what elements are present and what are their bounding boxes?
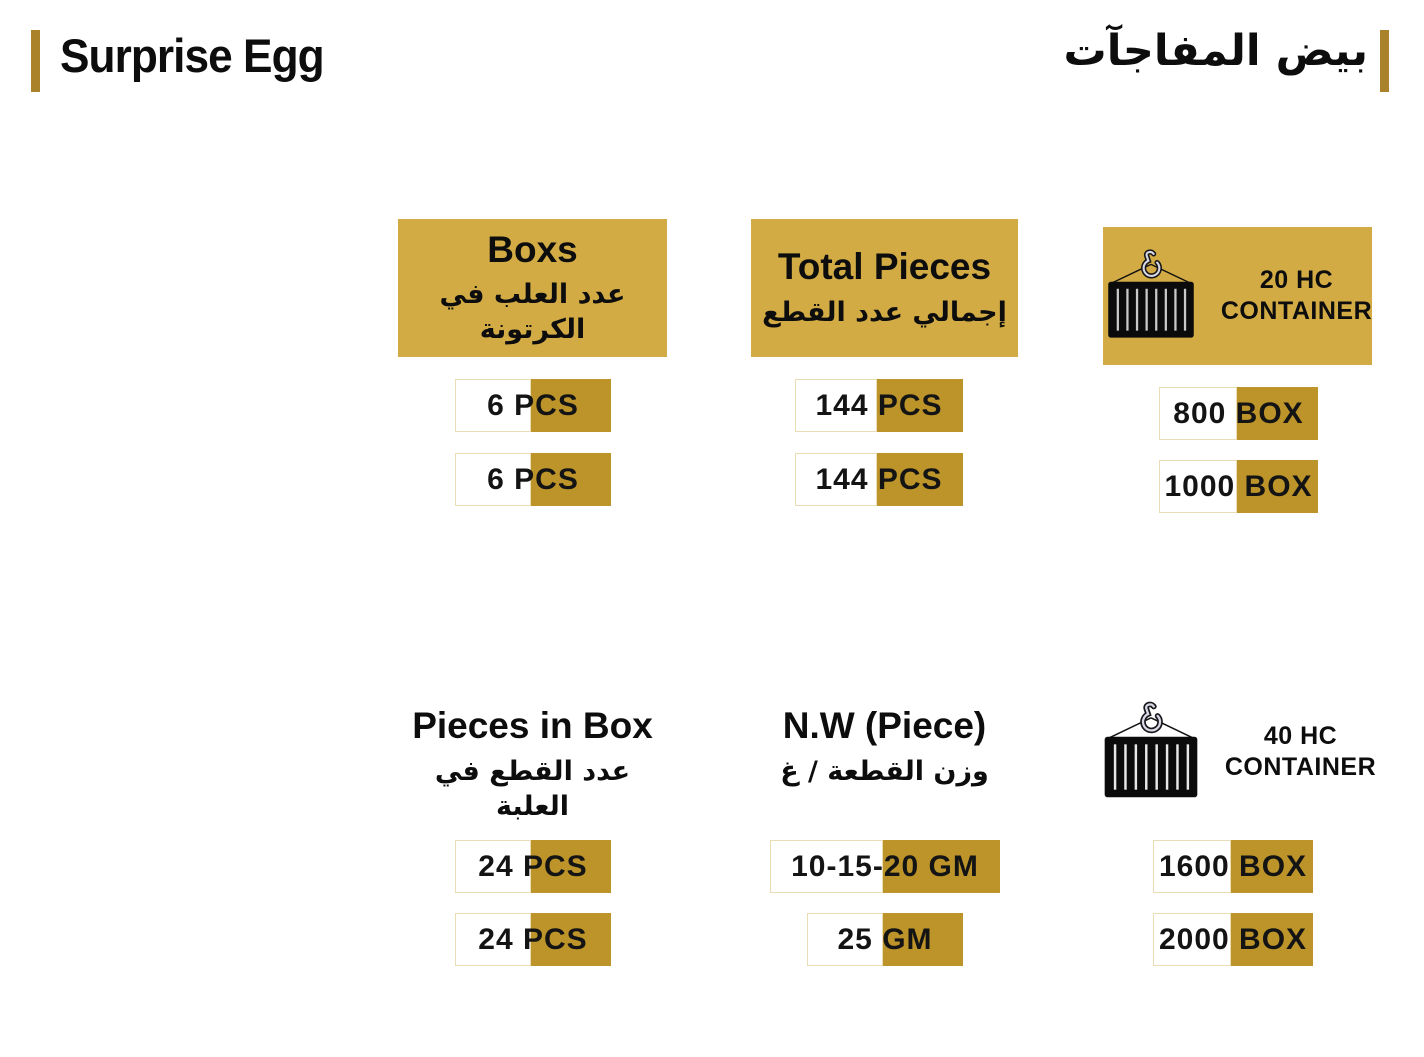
title-accent-bar-left xyxy=(31,30,40,92)
row-gold-half xyxy=(1231,913,1313,966)
pieces-in-box-title-ar: عدد القطع في العلبة xyxy=(434,755,631,822)
row-white-half xyxy=(455,840,532,893)
value-row-40hc-2: 2000 BOX xyxy=(1153,913,1313,966)
value-label: 800 BOX xyxy=(1173,396,1304,430)
row-white-half xyxy=(1153,840,1232,893)
shipping-container-icon xyxy=(1099,698,1203,807)
row-white-half xyxy=(1159,460,1237,513)
row-white-half xyxy=(770,840,883,893)
total-pieces-title-ar: إجمالي عدد القطع xyxy=(762,296,1007,328)
row-gold-half xyxy=(531,913,611,966)
pieces-in-box-title-en: Pieces in Box xyxy=(412,705,653,746)
row-white-half xyxy=(1159,387,1237,440)
value-label: 2000 BOX xyxy=(1158,922,1308,956)
value-label: 24 PCS xyxy=(478,922,588,956)
value-row-nw-1: 10-15-20 GM xyxy=(770,840,1000,893)
row-gold-half xyxy=(877,453,963,506)
value-label: 6 PCS xyxy=(487,388,579,422)
value-label: 144 PCS xyxy=(815,388,943,422)
value-row-boxes-1: 6 PCS xyxy=(455,379,611,432)
row-gold-half xyxy=(1236,460,1318,513)
value-label: 10-15-20 GM xyxy=(791,849,979,883)
value-label: 6 PCS xyxy=(487,462,579,496)
row-white-half xyxy=(807,913,884,966)
container-40hc-line1: 40 HC xyxy=(1263,721,1338,750)
value-row-pieces-in-box-2: 24 PCS xyxy=(455,913,611,966)
row-white-half xyxy=(795,379,878,432)
value-label: 1000 BOX xyxy=(1164,469,1313,503)
nw-piece-title-en: N.W (Piece) xyxy=(782,705,987,746)
row-white-half xyxy=(455,453,532,506)
boxes-title-ar: عدد العلب في الكرتونة xyxy=(439,279,626,346)
total-pieces-title-en: Total Pieces xyxy=(777,246,992,288)
row-gold-half xyxy=(531,453,611,506)
header-card-20hc-container: 20 HC CONTAINER xyxy=(1103,227,1372,365)
value-label: 25 GM xyxy=(837,922,933,956)
title-accent-bar-right xyxy=(1380,30,1389,92)
container-40hc-label: 40 HC CONTAINER xyxy=(1225,721,1376,784)
row-gold-half xyxy=(1236,387,1318,440)
page-title-ar: بيض المفاجآت xyxy=(1063,26,1369,76)
header-card-boxes: Boxs عدد العلب في الكرتونة xyxy=(398,219,667,357)
container-20hc-label: 20 HC CONTAINER xyxy=(1221,265,1372,328)
value-row-nw-2: 25 GM xyxy=(807,913,963,966)
row-white-half xyxy=(795,453,878,506)
boxes-title-en: Boxs xyxy=(487,228,578,270)
header-card-total-pieces: Total Pieces إجمالي عدد القطع xyxy=(751,219,1018,357)
value-row-40hc-1: 1600 BOX xyxy=(1153,840,1313,893)
value-row-20hc-2: 1000 BOX xyxy=(1159,460,1318,513)
row-white-half xyxy=(1153,913,1232,966)
row-gold-half xyxy=(882,840,1000,893)
container-20hc-line2: CONTAINER xyxy=(1220,297,1373,325)
shipping-container-icon xyxy=(1103,248,1199,345)
row-white-half xyxy=(455,913,532,966)
value-row-total-pieces-1: 144 PCS xyxy=(795,379,963,432)
nw-piece-title-ar: وزن القطعة / غ xyxy=(780,755,989,787)
value-label: 1600 BOX xyxy=(1158,849,1308,883)
value-row-total-pieces-2: 144 PCS xyxy=(795,453,963,506)
value-label: 144 PCS xyxy=(815,462,943,496)
value-row-pieces-in-box-1: 24 PCS xyxy=(455,840,611,893)
header-nw-piece: N.W (Piece) وزن القطعة / غ xyxy=(751,705,1018,789)
row-gold-half xyxy=(883,913,963,966)
row-gold-half xyxy=(1231,840,1313,893)
header-40hc-container: 40 HC CONTAINER xyxy=(1103,692,1376,812)
value-row-boxes-2: 6 PCS xyxy=(455,453,611,506)
container-40hc-line2: CONTAINER xyxy=(1224,753,1377,781)
row-gold-half xyxy=(531,379,611,432)
value-label: 24 PCS xyxy=(478,849,588,883)
value-row-20hc-1: 800 BOX xyxy=(1159,387,1318,440)
header-pieces-in-box: Pieces in Box عدد القطع في العلبة xyxy=(398,705,667,824)
container-20hc-line1: 20 HC xyxy=(1259,265,1334,294)
page-title-en: Surprise Egg xyxy=(60,29,325,82)
row-gold-half xyxy=(877,379,963,432)
row-gold-half xyxy=(531,840,611,893)
row-white-half xyxy=(455,379,532,432)
